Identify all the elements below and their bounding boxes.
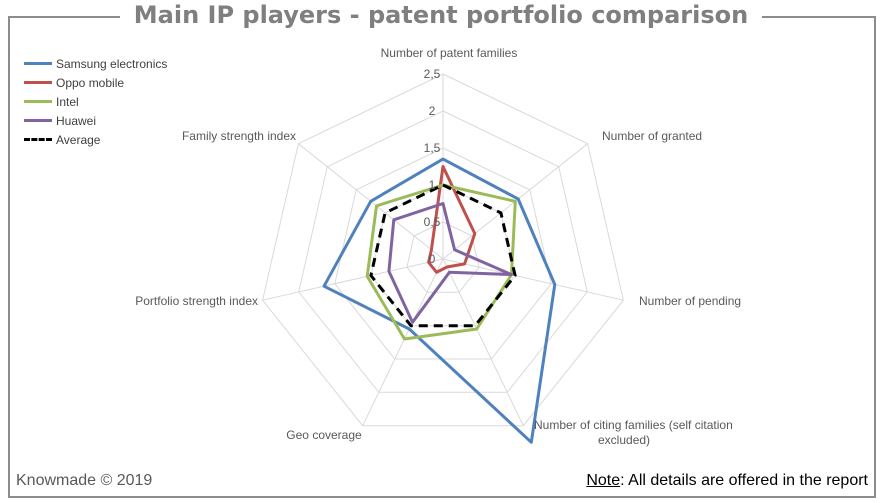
axis-label: Family strength index (182, 129, 296, 143)
legend-label: Samsung electronics (56, 56, 168, 71)
legend-item: Average (24, 130, 167, 149)
legend-label: Average (56, 132, 101, 147)
frame-top-right (758, 16, 876, 18)
frame-right (874, 16, 876, 498)
copyright-text: Knowmade © 2019 (16, 472, 153, 489)
axis-label: Geo coverage (286, 428, 362, 442)
legend-label: Huawei (56, 113, 97, 128)
series-line (322, 157, 557, 444)
axis-spoke (362, 258, 444, 426)
axis-label: Portfolio strength index (135, 294, 258, 308)
series-line (387, 202, 513, 324)
legend-item: Huawei (24, 111, 167, 130)
note-label: Note (586, 472, 621, 489)
tick-label: 2 (429, 104, 436, 118)
grid-ring (262, 73, 624, 427)
radar-labels: 0 0,5 1 1,5 2 2,5 Number of patent families Num… (135, 46, 741, 447)
frame-bottom (8, 496, 876, 498)
chart-legend: Samsung electronics Oppo mobile Intel Huawe… (24, 54, 167, 149)
report-note: Note: All details are offered in the rep… (586, 472, 868, 490)
series-line (427, 165, 477, 274)
axis-spoke (262, 258, 444, 301)
axis-spoke (442, 258, 624, 301)
legend-swatch (24, 138, 52, 141)
axis-spoke (442, 258, 524, 426)
note-text: : All details are offered in the report (620, 472, 868, 489)
tick-label: 0,5 (424, 215, 441, 229)
legend-item: Intel (24, 92, 167, 111)
legend-swatch (24, 62, 52, 65)
tick-label: 1 (429, 178, 436, 192)
axis-label: Number of patent families (381, 46, 518, 60)
series-line (365, 183, 517, 341)
legend-label: Oppo mobile (56, 75, 125, 90)
frame-left (8, 16, 10, 498)
legend-swatch (24, 100, 52, 103)
legend-swatch (24, 119, 52, 122)
grid-ring (370, 184, 516, 327)
axis-label: Number of citing families (self citation… (534, 418, 733, 447)
frame-top-left (8, 16, 124, 18)
tick-label: 1,5 (424, 141, 441, 155)
tick-label: 2,5 (424, 67, 441, 81)
grid-ring (298, 110, 588, 393)
legend-item: Oppo mobile (24, 73, 167, 92)
legend-swatch (24, 81, 52, 84)
tick-label: 0 (429, 252, 436, 266)
radar-grid (262, 73, 624, 427)
legend-label: Intel (56, 94, 79, 109)
chart-title: Main IP players - patent portfolio compa… (0, 0, 882, 30)
axis-label: Number of pending (639, 294, 741, 308)
radar-series (322, 157, 557, 444)
legend-item: Samsung electronics (24, 54, 167, 73)
axis-label: Number of granted (602, 129, 702, 143)
